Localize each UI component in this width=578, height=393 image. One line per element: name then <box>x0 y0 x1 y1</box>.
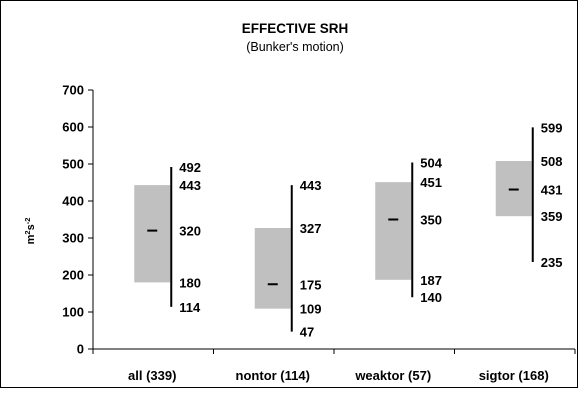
y-tick-label: 700 <box>62 83 84 98</box>
label-whisker-low: 47 <box>300 325 314 340</box>
label-whisker-high: 443 <box>300 178 322 193</box>
y-axis-label-sup-2: -2 <box>23 218 32 225</box>
label-median: 431 <box>541 183 563 198</box>
label-whisker-high: 599 <box>541 120 563 135</box>
label-whisker-low: 235 <box>541 255 563 270</box>
x-category-label: weaktor (57) <box>354 368 431 383</box>
y-tick-label: 400 <box>62 194 84 209</box>
value-labels: 492 443 320 180 114 443 327 175 109 47 504 451 350 18… <box>179 120 562 339</box>
label-q1: 359 <box>541 209 563 224</box>
y-tick-label: 600 <box>62 120 84 135</box>
y-tick-label: 300 <box>62 231 84 246</box>
boxes <box>134 127 534 332</box>
y-axis-label-sup-1: 2 <box>23 230 32 234</box>
x-category-label: sigtor (168) <box>479 368 549 383</box>
label-whisker-high: 504 <box>420 156 442 171</box>
label-q3: 451 <box>420 175 442 190</box>
y-axis-label-base-1: m <box>25 234 37 244</box>
x-category-label: all (339) <box>128 368 176 383</box>
label-q1: 109 <box>300 302 322 317</box>
label-whisker-low: 140 <box>420 290 442 305</box>
label-median: 175 <box>300 277 322 292</box>
label-q1: 187 <box>420 273 442 288</box>
label-q3: 443 <box>179 178 201 193</box>
label-median: 350 <box>420 213 442 228</box>
label-median: 320 <box>179 224 201 239</box>
label-q1: 180 <box>179 275 201 290</box>
label-q3: 327 <box>300 221 322 236</box>
box-iqr <box>254 228 291 309</box>
box-iqr <box>375 182 412 280</box>
x-category-label: nontor (114) <box>236 368 310 383</box>
y-tick-label: 500 <box>62 157 84 172</box>
y-axis-label-base-2: s <box>25 224 37 230</box>
y-tick-label: 0 <box>77 342 84 357</box>
chart-subtitle: (Bunker's motion) <box>246 40 344 54</box>
box-iqr <box>134 185 171 283</box>
label-whisker-high: 492 <box>179 160 201 175</box>
label-q3: 508 <box>541 154 563 169</box>
axes: 0 100 200 300 400 500 600 700 all (339) nontor (1… <box>62 83 576 383</box>
y-tick-label: 100 <box>62 305 84 320</box>
chart-title: EFFECTIVE SRH <box>242 21 349 36</box>
label-whisker-low: 114 <box>179 300 201 315</box>
y-axis-label: m2s-2 <box>23 218 37 245</box>
y-tick-label: 200 <box>62 268 84 283</box>
